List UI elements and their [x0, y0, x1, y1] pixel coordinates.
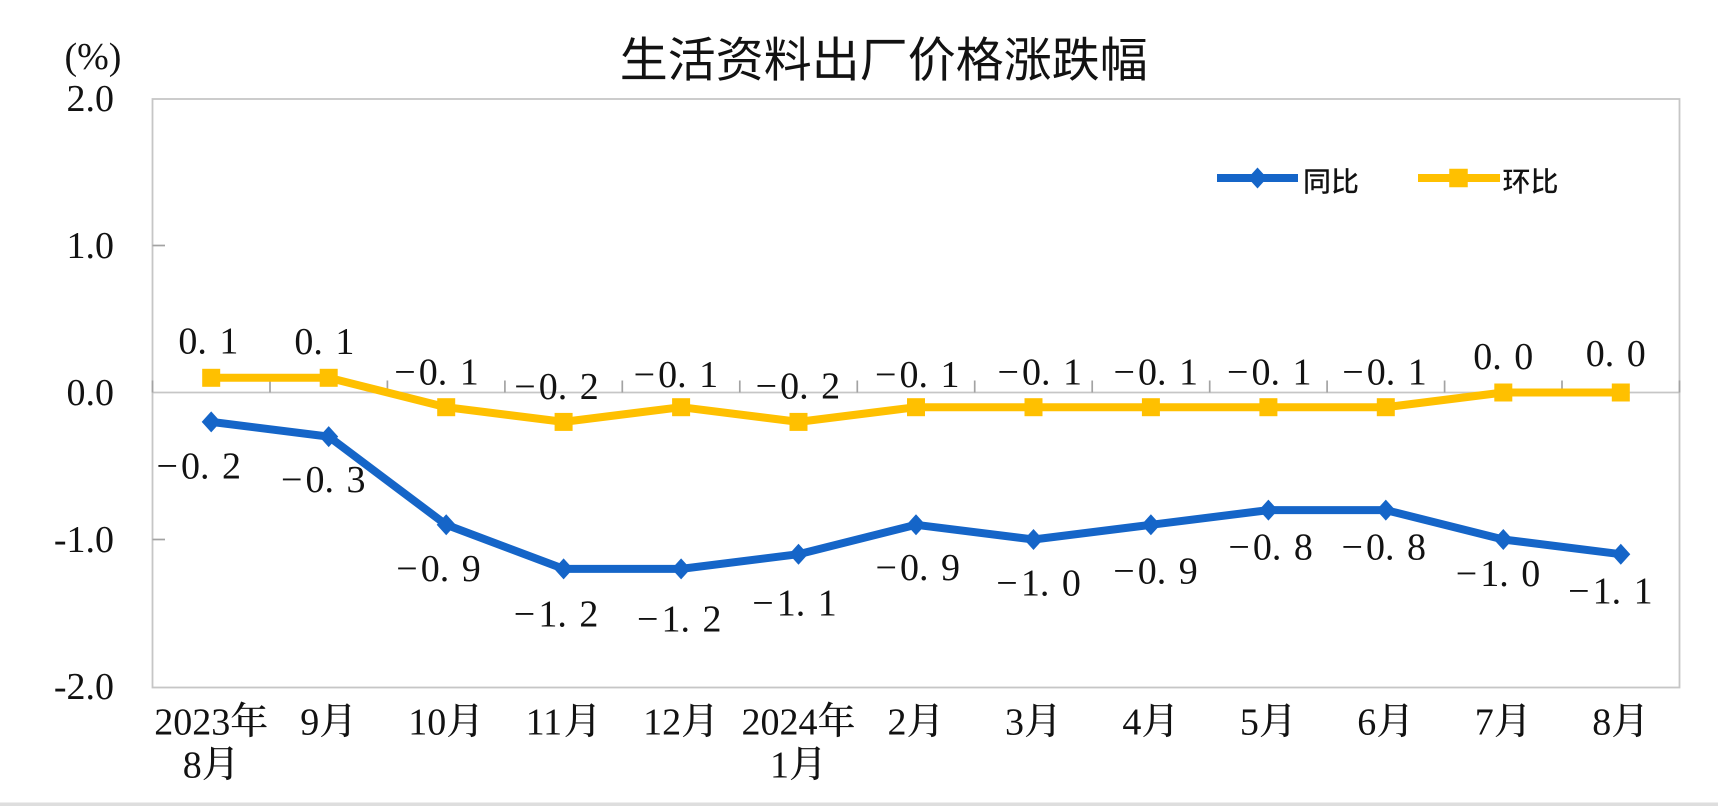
svg-text:0. 0: 0. 0 — [1586, 333, 1646, 375]
svg-text:0. 1: 0. 1 — [178, 321, 238, 363]
svg-text:−0. 1: −0. 1 — [394, 352, 479, 394]
svg-text:−0. 9: −0. 9 — [396, 548, 481, 590]
svg-text:10: 10 — [408, 702, 446, 744]
svg-text:2.0: 2.0 — [67, 78, 115, 120]
svg-text:5: 5 — [1240, 702, 1259, 744]
svg-text:−1. 0: −1. 0 — [1456, 553, 1541, 595]
svg-text:−0. 2: −0. 2 — [756, 366, 841, 408]
svg-text:3: 3 — [1005, 702, 1024, 744]
svg-text:−0. 1: −0. 1 — [998, 352, 1083, 394]
svg-text:8: 8 — [183, 745, 202, 787]
svg-text:-2.0: -2.0 — [54, 666, 114, 708]
svg-text:11: 11 — [526, 702, 563, 744]
svg-text:−0. 9: −0. 9 — [876, 547, 961, 589]
svg-text:7: 7 — [1475, 702, 1494, 744]
svg-text:−0. 1: −0. 1 — [1114, 352, 1199, 394]
svg-text:−0. 9: −0. 9 — [1113, 551, 1198, 593]
svg-text:−0. 1: −0. 1 — [634, 354, 719, 396]
svg-text:0. 1: 0. 1 — [294, 321, 354, 363]
svg-text:−0. 1: −0. 1 — [1342, 352, 1427, 394]
svg-text:6: 6 — [1357, 702, 1376, 744]
svg-text:−1. 2: −1. 2 — [514, 594, 599, 636]
svg-text:−1. 1: −1. 1 — [1568, 571, 1653, 613]
svg-text:−0. 2: −0. 2 — [157, 445, 242, 487]
svg-text:1.0: 1.0 — [67, 225, 115, 267]
svg-text:2024: 2024 — [742, 702, 818, 744]
svg-text:−1. 1: −1. 1 — [752, 583, 837, 625]
svg-text:4: 4 — [1122, 702, 1141, 744]
svg-text:-1.0: -1.0 — [54, 519, 114, 561]
svg-text:2: 2 — [888, 702, 907, 744]
svg-text:(%): (%) — [65, 36, 122, 78]
svg-text:12: 12 — [643, 702, 681, 744]
svg-text:−0. 1: −0. 1 — [875, 354, 960, 396]
svg-text:−1. 2: −1. 2 — [637, 599, 722, 641]
svg-text:0.0: 0.0 — [67, 372, 115, 414]
svg-text:2023: 2023 — [154, 702, 230, 744]
svg-text:−0. 3: −0. 3 — [281, 459, 366, 501]
svg-text:−0. 8: −0. 8 — [1228, 527, 1313, 569]
svg-text:9: 9 — [300, 702, 319, 744]
svg-text:1: 1 — [770, 745, 789, 787]
svg-text:−0. 1: −0. 1 — [1227, 352, 1312, 394]
svg-text:−0. 8: −0. 8 — [1342, 527, 1427, 569]
svg-text:8: 8 — [1592, 702, 1611, 744]
svg-text:0. 0: 0. 0 — [1473, 336, 1533, 378]
svg-text:−0. 2: −0. 2 — [514, 366, 599, 408]
svg-text:−1. 0: −1. 0 — [996, 563, 1081, 605]
